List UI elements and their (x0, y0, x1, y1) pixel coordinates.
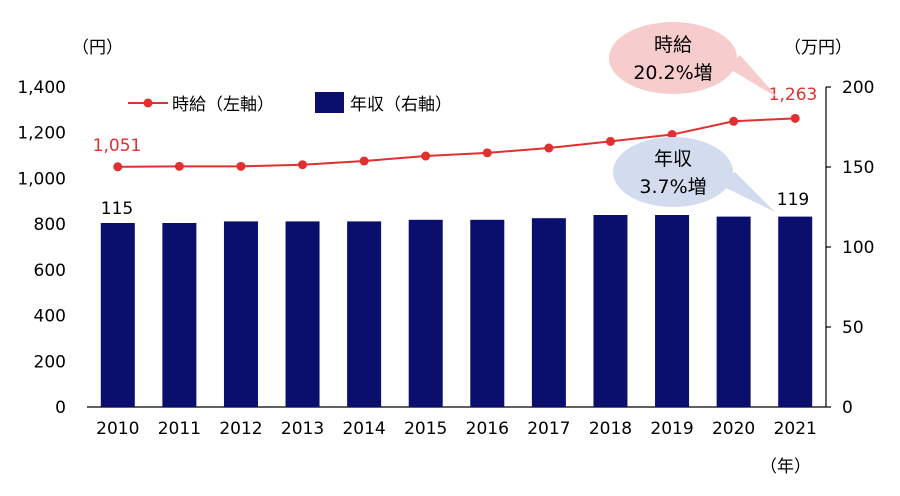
callout-wage-line2: 20.2%増 (633, 62, 712, 84)
bar-2010 (100, 223, 135, 407)
wage-point-2014 (359, 156, 369, 166)
bar-2021 (778, 216, 813, 407)
left-tick-label: 400 (34, 307, 66, 327)
left-axis-unit: （円） (72, 38, 123, 58)
left-tick-label: 600 (34, 261, 66, 281)
left-tick-label: 200 (34, 352, 66, 372)
x-axis-labels: 2010 2011 2012 2013 2014 2015 2016 2017 2018 2019… (96, 419, 817, 439)
callout-income-tail (720, 172, 775, 212)
bar-2018 (593, 215, 628, 407)
callout-wage-line1: 時給 (654, 34, 692, 56)
x-tick-label: 2018 (589, 419, 632, 439)
right-axis-ticks: 0 50 100 150 200 (826, 78, 874, 418)
bar-2017 (531, 218, 566, 407)
x-axis-unit: （年） (760, 457, 811, 477)
bar-2015 (408, 219, 443, 407)
x-tick-label: 2021 (774, 419, 817, 439)
callout-income-bubble (613, 137, 733, 207)
wage-line (117, 117, 796, 168)
right-tick-label: 150 (842, 158, 874, 178)
legend-label-line: 時給（左軸） (172, 95, 274, 115)
line-series (113, 113, 800, 172)
left-tick-label: 1,400 (17, 78, 66, 98)
legend-line-marker (143, 98, 153, 108)
x-tick-label: 2020 (712, 419, 755, 439)
wage-point-2013 (298, 160, 308, 170)
wage-point-2010 (113, 162, 123, 172)
x-tick-label: 2019 (650, 419, 693, 439)
bar-2020 (716, 216, 751, 407)
x-tick-label: 2010 (96, 419, 139, 439)
legend-label-bar: 年収（右軸） (350, 95, 452, 115)
bar-2012 (223, 221, 258, 407)
x-tick-label: 2016 (466, 419, 509, 439)
bar-2016 (470, 219, 505, 407)
left-tick-label: 800 (34, 215, 66, 235)
left-axis-ticks: 0 200 400 600 800 1,000 1,200 1,400 (17, 78, 66, 418)
wage-point-2016 (482, 148, 492, 158)
wage-point-2015 (421, 151, 431, 161)
bar-2019 (655, 215, 690, 407)
left-tick-label: 0 (55, 398, 66, 418)
bar-2013 (285, 221, 320, 407)
data-label-bar-last: 119 (777, 190, 809, 210)
data-label-bar-first: 115 (101, 199, 133, 219)
wage-point-2012 (236, 161, 246, 171)
left-tick-label: 1,200 (17, 124, 66, 144)
data-label-line-last: 1,263 (769, 85, 818, 105)
wage-point-2021 (790, 113, 800, 123)
legend-bar-swatch (315, 92, 344, 113)
bar-2014 (347, 221, 382, 407)
wage-point-2017 (544, 143, 554, 153)
right-tick-label: 100 (842, 238, 874, 258)
wage-point-2019 (667, 130, 677, 140)
bar-series (100, 215, 813, 407)
wage-point-2018 (605, 136, 615, 146)
callout-income-line2: 3.7%増 (639, 176, 706, 198)
right-axis-unit: （万円） (784, 38, 852, 58)
callout-wage-tail (728, 55, 778, 98)
x-tick-label: 2015 (404, 419, 447, 439)
legend: 時給（左軸） 年収（右軸） (128, 92, 452, 115)
right-tick-label: 50 (842, 318, 864, 338)
right-tick-label: 200 (842, 78, 874, 98)
callout-wage-bubble (609, 22, 737, 94)
wage-point-2020 (729, 116, 739, 126)
callout-income-line1: 年収 (654, 148, 692, 170)
left-tick-label: 1,000 (17, 169, 66, 189)
x-tick-label: 2012 (219, 419, 262, 439)
x-tick-label: 2013 (281, 419, 324, 439)
x-tick-label: 2011 (158, 419, 201, 439)
callout-income: 年収 3.7%増 (613, 137, 775, 212)
x-tick-label: 2014 (342, 419, 385, 439)
bar-2011 (162, 223, 197, 407)
data-label-line-first: 1,051 (93, 136, 142, 156)
wage-point-2011 (174, 161, 184, 171)
right-tick-label: 0 (842, 398, 853, 418)
x-tick-label: 2017 (527, 419, 570, 439)
callout-wage: 時給 20.2%増 (609, 22, 778, 98)
